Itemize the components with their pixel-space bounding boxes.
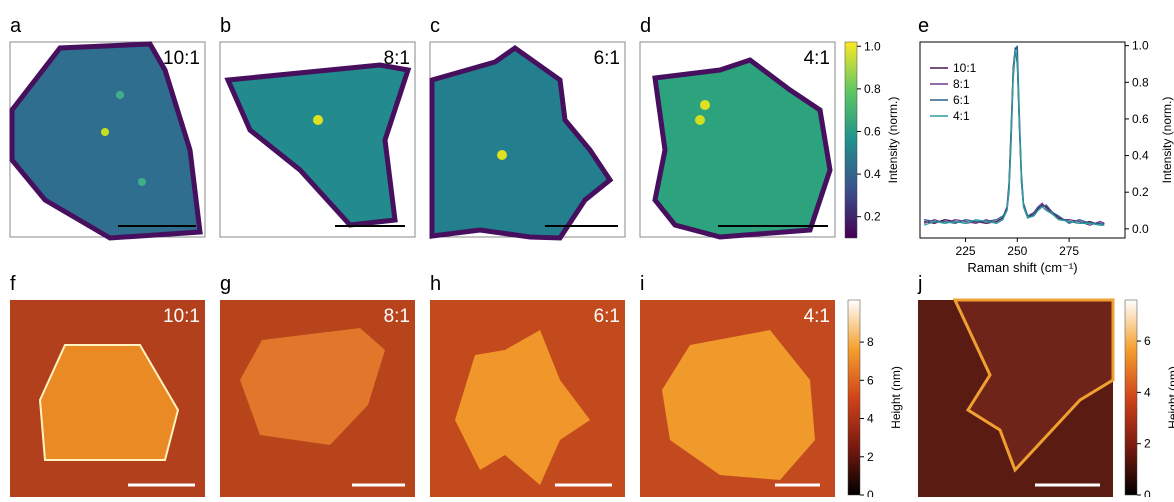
panel-letter: d	[640, 15, 651, 37]
panel-letter: c	[430, 15, 440, 37]
figure: a 10:1 b 8:1 c 6:1 d 4:1 e f 10:1 g 8:1 h 6:1 i 4:1 j 0.2 0…	[0, 0, 1174, 497]
x-tick-label: 250	[1007, 244, 1027, 258]
colorbar-label: Height (nm)	[1166, 366, 1174, 429]
panel-label: 6:1	[594, 48, 620, 69]
image-d	[640, 42, 835, 237]
panel-letter: j	[917, 273, 922, 295]
image-i	[640, 300, 835, 497]
image-f	[10, 300, 205, 497]
colorbar-tick-label: 0.8	[864, 82, 881, 96]
panel-letter: g	[220, 273, 231, 295]
panel-letter: h	[430, 273, 441, 295]
colorbar-tick-label: 0.2	[864, 210, 881, 224]
panel-label: 10:1	[163, 306, 200, 327]
legend-label: 8:1	[953, 77, 970, 91]
y-tick-label: 0.4	[1132, 149, 1149, 163]
panel-letter: e	[918, 15, 929, 37]
colorbar-tick-label: 2	[867, 450, 874, 464]
image-b	[220, 42, 415, 237]
line	[924, 49, 1104, 225]
legend-label: 6:1	[953, 93, 970, 107]
panel-label: 10:1	[163, 48, 200, 69]
panel-label: 8:1	[384, 48, 410, 69]
panel-letter: i	[640, 273, 644, 295]
y-tick-label: 1.0	[1132, 39, 1149, 53]
colorbar-tick-label: 2	[1144, 437, 1151, 451]
image-g	[220, 300, 415, 497]
colorbar-tick-label: 0	[867, 488, 874, 497]
panel-label: 4:1	[804, 48, 830, 69]
y-tick-label: 0.6	[1132, 112, 1149, 126]
y-tick-label: 0.8	[1132, 75, 1149, 89]
image-h	[430, 300, 625, 497]
y-tick-label: 0.2	[1132, 185, 1149, 199]
image-c	[430, 42, 625, 238]
panel-label: 6:1	[594, 306, 620, 327]
colorbar-tick-label: 6	[1144, 334, 1151, 348]
colorbar-tick-label: 6	[867, 373, 874, 387]
line	[924, 46, 1104, 226]
panel-letter: f	[10, 273, 16, 295]
x-axis-label: Raman shift (cm⁻¹)	[967, 260, 1077, 275]
y-tick-label: 0.0	[1132, 222, 1149, 236]
line	[924, 49, 1104, 225]
colorbar-tick-label: 0.4	[864, 167, 881, 181]
colorbar-tick-label: 1.0	[864, 39, 881, 53]
colorbar-tick-label: 4	[1144, 385, 1151, 399]
panel-label: 8:1	[384, 306, 410, 327]
plot-frame	[920, 42, 1125, 238]
colorbar-tick-label: 4	[867, 412, 874, 426]
legend-label: 10:1	[953, 61, 977, 75]
y-axis-label: Intensity (norm.)	[1160, 97, 1174, 184]
panel-label: 4:1	[804, 306, 830, 327]
colorbar-label: Intensity (norm.)	[886, 97, 900, 184]
panel-letter: a	[10, 15, 22, 37]
panel-letter: b	[220, 15, 231, 37]
colorbar-tick-label: 0	[1144, 488, 1151, 497]
colorbar-tick-label: 0.6	[864, 124, 881, 138]
colorbar-tick-label: 8	[867, 335, 874, 349]
colorbar-label: Height (nm)	[889, 366, 903, 429]
legend-label: 4:1	[953, 109, 970, 123]
colorbar	[848, 300, 860, 495]
image-j	[918, 300, 1113, 497]
colorbar	[1125, 300, 1137, 495]
image-a	[10, 42, 205, 238]
x-tick-label: 225	[956, 244, 976, 258]
colorbar	[845, 42, 857, 238]
x-tick-label: 275	[1059, 244, 1079, 258]
line	[924, 48, 1104, 226]
